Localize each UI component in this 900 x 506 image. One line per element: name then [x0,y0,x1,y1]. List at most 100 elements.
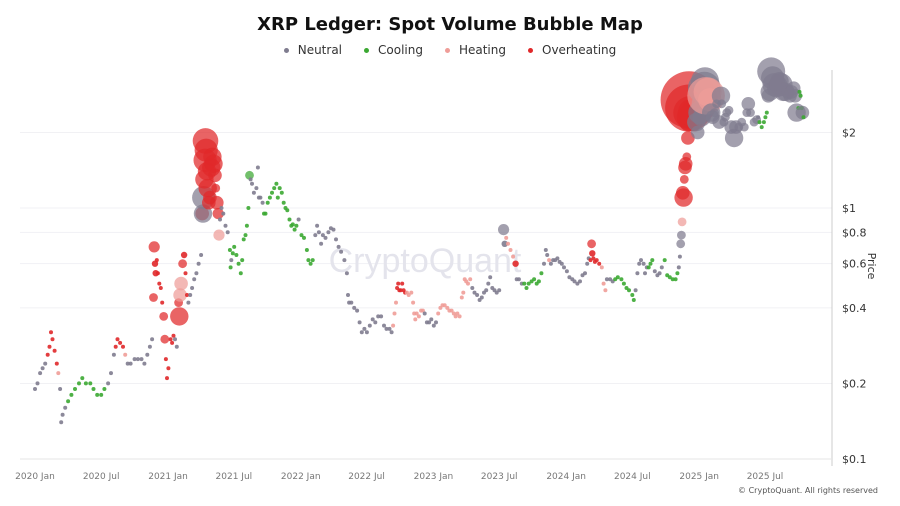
bubble-overheating [170,307,189,326]
bubble-cooling [234,253,239,257]
bubble-overheating [210,195,224,210]
bubble-neutral [59,420,64,425]
bubble-cooling [648,261,653,266]
bubble-neutral [359,330,364,335]
bubble-neutral [192,277,197,282]
legend-label: Overheating [542,43,617,57]
bubble-neutral [382,323,386,328]
bubble-cooling [757,120,762,125]
bubble-cooling [797,89,802,94]
bubble-neutral [635,271,640,276]
bubble-neutral [315,223,320,228]
bubble-neutral [199,253,204,257]
bubble-overheating [212,208,224,220]
bubble-neutral [255,165,260,170]
bubble-neutral [472,290,477,295]
bubble-neutral [43,361,48,366]
bubble-heating [394,300,398,305]
bubble-neutral [711,86,731,106]
legend: Neutral Cooling Heating Overheating [0,43,900,57]
bubble-heating [420,308,425,313]
bubble-cooling [244,223,249,228]
bubble-cooling [91,387,96,391]
bubble-heating [436,311,441,316]
bubble-overheating [183,271,188,276]
chart-title: XRP Ledger: Spot Volume Bubble Map [257,14,643,35]
bubble-overheating [211,183,221,193]
bubble-neutral [248,177,253,182]
bubble-overheating [160,334,170,344]
x-tick-label: 2021 Jan [148,472,188,482]
bubble-neutral [106,381,111,386]
bubble-overheating [682,152,692,162]
bubble-neutral [344,271,349,276]
bubble-cooling [232,244,237,249]
y-axis-label: Price [865,253,878,280]
legend-label: Cooling [378,43,423,57]
bubble-neutral [387,326,392,331]
bubble-overheating [587,239,596,249]
bubble-neutral [659,265,664,270]
bubble-heating [409,290,414,295]
bubble-neutral [319,241,324,246]
bubble-neutral [639,258,643,263]
legend-item-neutral[interactable]: Neutral [283,43,342,57]
bubble-overheating [45,352,50,357]
bubble-neutral [559,261,564,266]
legend-item-cooling[interactable]: Cooling [364,43,423,57]
bubble-neutral [676,239,686,249]
bubble-overheating [178,259,188,269]
bubble-cooling [615,275,620,280]
bubble-neutral [196,261,201,266]
bubble-neutral [316,230,321,235]
bubble-cooling [761,120,766,125]
bubble-neutral [135,357,140,362]
bubble-cooling [667,275,672,280]
bubble-neutral [326,230,331,235]
bubble-cooling [274,181,279,186]
legend-item-overheating[interactable]: Overheating [528,43,616,57]
bubble-overheating [121,344,125,349]
bubble-neutral [633,288,638,293]
y-tick-label: $1 [842,202,856,215]
bubble-neutral [40,366,45,371]
bubble-cooling [304,248,309,252]
bubble-heating [457,314,462,319]
bubble-cooling [670,277,675,282]
bubble-neutral [367,323,372,328]
bubble-heating [123,352,128,357]
bubble-cooling [99,392,104,397]
cooling-dot-icon [364,47,370,53]
bubble-neutral [336,244,341,249]
bubble-overheating [208,168,222,183]
bubble-neutral [150,337,155,342]
bubble-neutral [548,261,553,266]
x-axis-ticks: 2020 Jan 2020 Jul 2021 Jan 2021 Jul 2022 Jan… [15,472,783,482]
bubble-overheating [158,286,163,290]
bubble-neutral [111,352,116,357]
bubble-cooling [270,190,274,195]
bubble-neutral [223,223,228,228]
bubble-neutral [555,256,560,261]
neutral-dot-icon [283,47,289,53]
bubble-overheating [396,281,401,286]
bubble-overheating [50,337,55,342]
bubble-neutral [38,371,43,376]
bubble-cooling [524,286,529,290]
bubble-cooling [77,381,81,386]
bubble-neutral [545,253,550,257]
bubble-neutral [795,105,810,120]
bubble-overheating [160,300,165,305]
bubble-cooling [290,222,295,227]
bubble-heating [392,311,397,316]
bubble-overheating [154,258,159,263]
bubble-cooling [630,293,635,297]
bubble-cooling [621,281,626,286]
legend-item-heating[interactable]: Heating [444,43,506,57]
bubble-overheating [155,271,160,276]
bubble-neutral [690,125,705,140]
bubble-heating [173,288,187,302]
bubble-cooling [240,258,245,263]
bubble-cooling [675,271,680,276]
bubble-neutral [739,122,749,132]
